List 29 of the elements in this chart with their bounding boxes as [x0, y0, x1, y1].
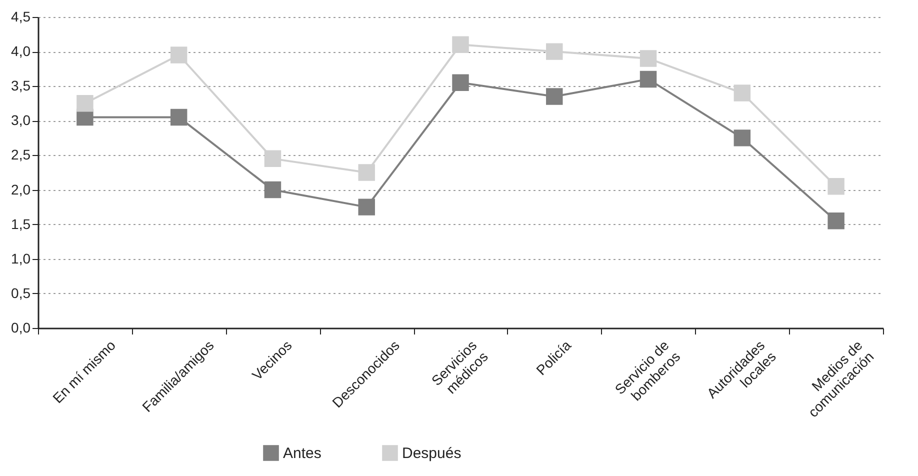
point [828, 178, 844, 195]
legend-label: Después [402, 445, 462, 462]
point [546, 88, 563, 105]
point [264, 150, 282, 168]
point [828, 212, 844, 230]
y-tick-label: 3,0 [11, 112, 31, 128]
point [640, 70, 657, 88]
point [640, 50, 657, 67]
y-tick-label: 0,5 [11, 284, 31, 301]
y-tick-label: 2,0 [11, 181, 31, 198]
legend-label: Antes [283, 445, 322, 462]
y-tick-label: 3,5 [11, 78, 31, 94]
point [452, 74, 469, 92]
y-tick-label: 2,5 [11, 146, 31, 163]
y-tick-label: 1,5 [11, 216, 31, 232]
y-tick-label: 4,0 [11, 43, 31, 60]
y-tick-label: 0,0 [11, 320, 31, 336]
point [546, 43, 563, 60]
point [734, 84, 751, 102]
point [170, 108, 188, 126]
point [170, 46, 188, 64]
point [264, 181, 282, 198]
point [358, 198, 375, 216]
point [734, 130, 751, 146]
y-tick-label: 4,5 [11, 8, 31, 24]
point [76, 95, 94, 112]
y-tick-label: 1,0 [11, 250, 31, 266]
point [452, 36, 469, 54]
point [358, 164, 375, 181]
